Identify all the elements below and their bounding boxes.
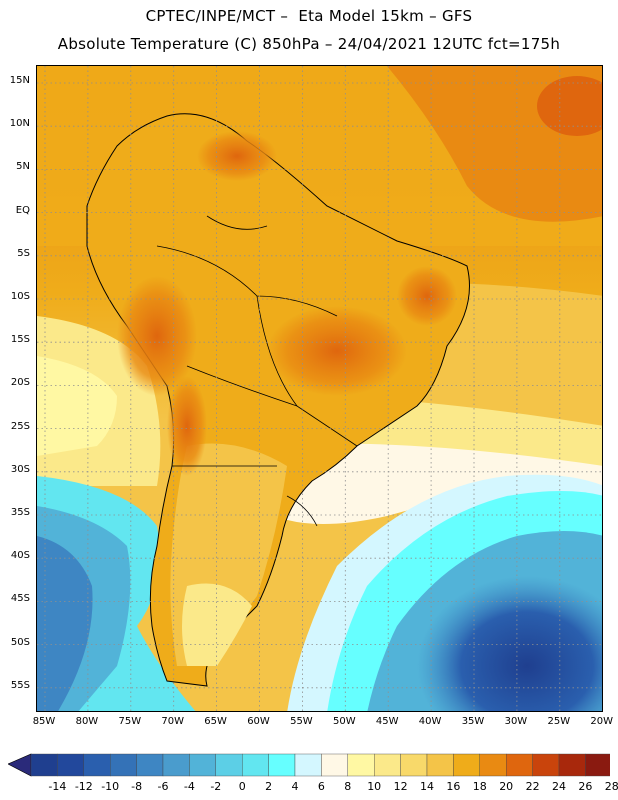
lon-label: 20W (590, 716, 613, 727)
colorbar-tick: 10 (367, 780, 382, 793)
colorbar-swatch (532, 753, 560, 777)
colorbar-swatch (136, 753, 164, 777)
lat-label: 45S (10, 593, 30, 605)
colorbar-tick: 14 (420, 780, 434, 793)
title-line-1: CPTEC/INPE/MCT – Eta Model 15km – GFS (145, 7, 473, 25)
atlantic-hot-spot (537, 76, 602, 136)
pale-band (257, 443, 602, 524)
colorbar-tick: 6 (317, 780, 325, 793)
lat-label: 5S (17, 247, 30, 259)
lon-label: 45W (375, 716, 399, 727)
lon-label: 50W (332, 716, 356, 727)
brazil-hot-spot (267, 306, 407, 396)
colorbar-swatch (30, 753, 58, 777)
lat-label: 20S (10, 377, 30, 389)
colorbar-swatch (57, 753, 85, 777)
colorbar-tick: 28 (604, 780, 618, 793)
lat-label: 5N (16, 161, 30, 173)
colorbar-tick: -10 (101, 780, 120, 793)
lat-label: 10N (9, 118, 30, 130)
lat-label: 55S (10, 679, 30, 691)
colorbar-swatch (347, 753, 375, 777)
temperature-map[interactable] (36, 65, 603, 712)
temperature-colorbar (8, 753, 610, 777)
colorbar-tick: 16 (446, 780, 461, 793)
temperature-field (37, 66, 602, 711)
colorbar-swatch (374, 753, 401, 777)
colorbar-tick: -12 (74, 780, 93, 793)
lat-label: 35S (10, 507, 30, 518)
colorbar-tick: -14 (48, 780, 67, 793)
colorbar-swatch (162, 753, 190, 777)
colorbar-tick: 4 (291, 780, 299, 793)
atlantic-cold-core (417, 576, 602, 711)
colorbar-swatch (558, 753, 586, 777)
lat-lon-grid (37, 66, 602, 711)
lat-label: 15N (9, 75, 30, 86)
lon-label: 35W (461, 716, 485, 727)
lon-label: 55W (290, 716, 313, 727)
colorbar-swatch (453, 753, 480, 777)
lat-label: EQ (15, 204, 30, 216)
title-line-2: Absolute Temperature (C) 850hPa – 24/04/… (57, 35, 561, 53)
colorbar-swatch (215, 753, 243, 777)
colorbar-swatch (479, 753, 507, 777)
pacific-pale (37, 356, 117, 456)
colorbar-swatch (400, 753, 428, 777)
colorbar-swatch (321, 753, 348, 777)
lat-label: 40S (10, 550, 30, 562)
lon-label: 85W (32, 716, 56, 727)
colorbar-tick: 24 (552, 780, 566, 793)
colorbar-swatch (83, 753, 111, 777)
colorbar-tick: -6 (157, 780, 169, 793)
andes-hot-spot (117, 276, 197, 396)
pacific-coldest (37, 536, 93, 711)
lat-label: 25S (10, 420, 30, 432)
chaco-hot-spot (167, 376, 207, 476)
colorbar-tick: 0 (238, 780, 246, 793)
lon-label: 70W (161, 716, 184, 727)
colorbar-tick: 22 (525, 780, 540, 793)
lon-label: 30W (504, 716, 528, 727)
colorbar-tick: 2 (265, 780, 273, 793)
colorbar-swatch (506, 753, 533, 777)
colorbar-swatch (585, 753, 610, 777)
colorbar-tick: 8 (344, 780, 352, 793)
colorbar-tick: 12 (393, 780, 408, 793)
colorbar-swatch (241, 753, 269, 777)
colorbar-tick: 18 (472, 780, 487, 793)
lon-label: 40W (418, 716, 442, 727)
lat-label: 15S (10, 334, 30, 346)
lon-label: 65W (204, 716, 227, 727)
colorbar-tick: -4 (183, 780, 195, 793)
lat-label: 30S (10, 463, 30, 475)
colorbar-tick: -8 (131, 780, 143, 793)
colorbar-swatch (189, 753, 216, 777)
lon-label: 75W (118, 716, 142, 727)
lat-label: 10S (10, 291, 30, 302)
lon-label: 25W (547, 716, 571, 727)
colorbar-swatch (426, 753, 454, 777)
colorbar-swatch (268, 753, 296, 777)
northeast-hot-spot (397, 266, 457, 326)
lon-label: 80W (75, 716, 99, 727)
lat-label: 50S (10, 636, 30, 648)
venezuela-hot-spot (197, 131, 277, 181)
colorbar-min-arrow (8, 753, 32, 777)
lon-label: 60W (247, 716, 270, 727)
colorbar-swatch (294, 753, 322, 777)
colorbar-tick: 20 (499, 780, 514, 793)
colorbar-tick: -2 (210, 780, 222, 793)
colorbar-swatch (109, 753, 137, 777)
colorbar-tick: 26 (578, 780, 593, 793)
